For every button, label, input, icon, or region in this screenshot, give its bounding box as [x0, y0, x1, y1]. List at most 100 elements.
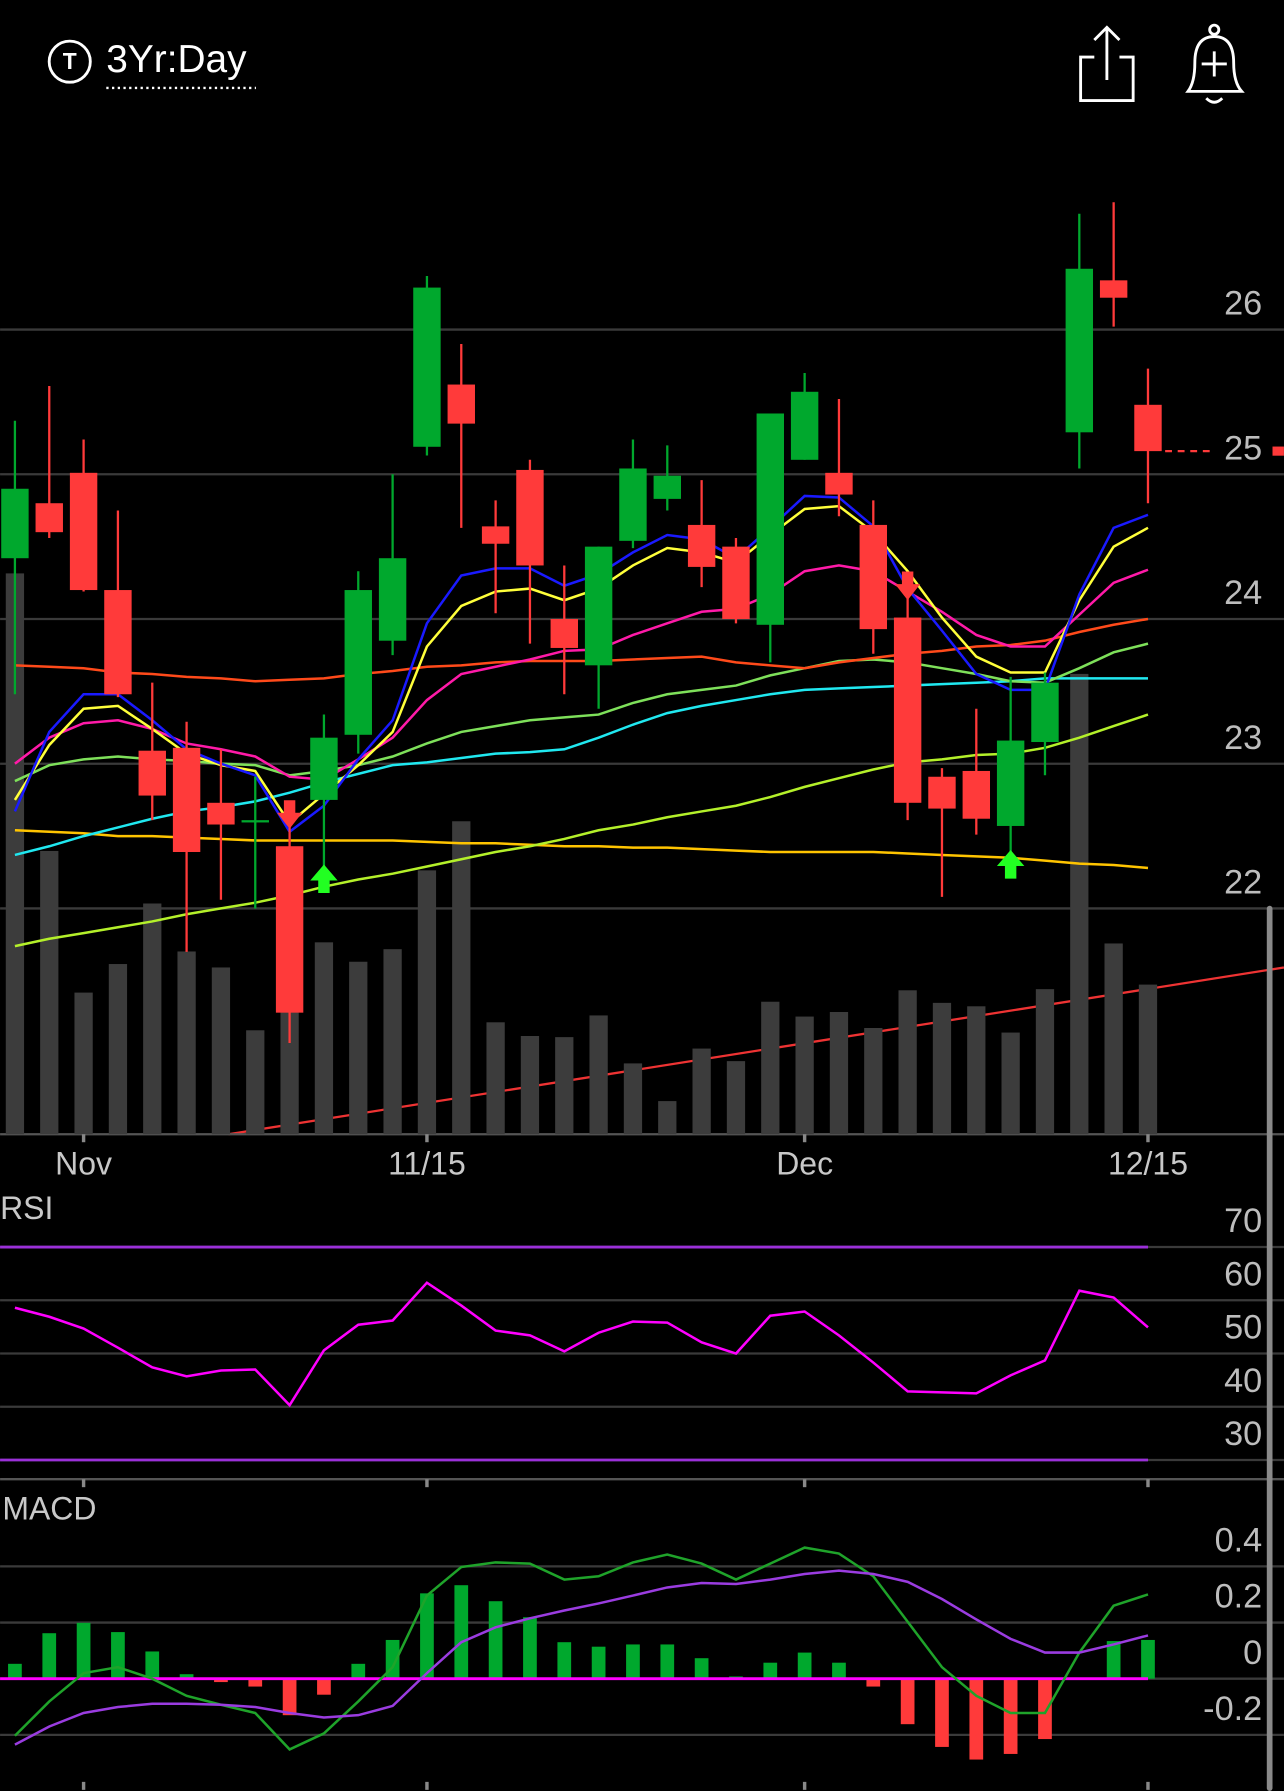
- candle-body: [859, 524, 888, 630]
- volume-bar: [555, 1037, 574, 1135]
- rsi-title: RSI: [0, 1190, 53, 1226]
- candle-body: [172, 747, 201, 853]
- y-tick-label: 60: [1224, 1255, 1262, 1293]
- y-tick-label: 22: [1224, 864, 1262, 902]
- x-tick-label: Dec: [776, 1146, 833, 1182]
- y-tick-label: 30: [1224, 1415, 1262, 1453]
- volume-bar: [108, 964, 128, 1135]
- moving-average: [14, 564, 1149, 781]
- candle-body: [825, 472, 853, 495]
- candle-body: [69, 472, 98, 591]
- candle-body: [1, 488, 29, 559]
- macd-histogram-bar: [76, 1622, 91, 1679]
- signal-arrow-down: [277, 800, 303, 829]
- volume-bar: [1001, 1032, 1020, 1135]
- candle-body: [653, 475, 681, 499]
- candle-body: [516, 469, 544, 566]
- candle-body: [481, 526, 510, 544]
- candle-body: [413, 287, 441, 447]
- macd-histogram-bar: [8, 1663, 22, 1679]
- volume-bar: [177, 951, 196, 1135]
- candle-body: [35, 503, 63, 533]
- macd-histogram-bar: [832, 1662, 846, 1679]
- volume-bar: [143, 903, 162, 1135]
- bell-clapper: [1205, 97, 1224, 104]
- moving-average: [14, 829, 1149, 870]
- volume-bar: [280, 1008, 299, 1135]
- volume-bar: [1104, 943, 1123, 1135]
- volume-bar: [246, 1030, 265, 1135]
- volume-bar: [417, 870, 437, 1135]
- x-tick-label: 11/15: [388, 1146, 466, 1182]
- candle-body: [790, 391, 819, 460]
- macd-histogram-bar: [626, 1644, 640, 1679]
- candle-body: [893, 617, 922, 803]
- moving-average: [14, 617, 1149, 683]
- volume-bar: [1138, 984, 1158, 1135]
- macd-histogram-bar: [591, 1646, 606, 1679]
- bell-plus: [1201, 51, 1227, 77]
- candle-body: [310, 737, 338, 800]
- candle-body: [138, 750, 166, 796]
- macd-histogram-bar: [145, 1651, 160, 1679]
- volume-bar: [486, 1022, 505, 1135]
- timeframe[interactable]: 3Yr:Day: [106, 38, 247, 81]
- volume-bar: [520, 1035, 540, 1135]
- y-tick-label: -0.2: [1203, 1690, 1262, 1728]
- macd-line: [14, 1546, 1149, 1751]
- macd-histogram-bar: [42, 1633, 57, 1679]
- signal-arrow-up: [996, 850, 1025, 879]
- candle-body: [722, 546, 750, 620]
- candle-body: [996, 740, 1025, 826]
- macd-histogram-bar: [660, 1644, 675, 1679]
- candle-body: [275, 846, 304, 1013]
- alert-button[interactable]: [1185, 23, 1245, 104]
- y-tick-label: 50: [1224, 1309, 1262, 1347]
- symbol-icon: T: [63, 48, 77, 74]
- bell-body: [1185, 35, 1245, 93]
- volume-bar: [726, 1061, 746, 1135]
- volume-bar: [452, 821, 471, 1135]
- symbol-button[interactable]: T: [47, 39, 92, 84]
- macd-histogram-bar: [797, 1652, 812, 1679]
- volume-bar: [795, 1016, 814, 1135]
- volume-bar: [864, 1027, 883, 1135]
- macd-histogram-bar: [317, 1678, 331, 1695]
- x-tick-label: Nov: [55, 1146, 112, 1182]
- candle-body: [1065, 268, 1094, 433]
- signal-arrow-up: [310, 864, 338, 894]
- candle-body: [550, 619, 578, 648]
- macd-histogram-bar: [935, 1678, 949, 1747]
- macd-histogram-bar: [179, 1674, 194, 1679]
- macd-histogram-bar: [420, 1593, 434, 1679]
- candle-body: [619, 468, 647, 541]
- macd-histogram-bar: [557, 1642, 572, 1679]
- macd-histogram-bar: [866, 1678, 881, 1687]
- macd-histogram-bar: [900, 1678, 915, 1725]
- macd-histogram-bar: [763, 1662, 778, 1679]
- volume-bar: [383, 949, 402, 1135]
- candle-body: [1099, 280, 1128, 298]
- candle-body: [241, 820, 269, 823]
- macd-histogram-bar: [488, 1601, 503, 1679]
- scrollbar[interactable]: [1266, 905, 1273, 1791]
- y-tick-label: 23: [1224, 719, 1262, 757]
- macd-histogram-bar: [1106, 1641, 1121, 1679]
- y-tick-label: 70: [1224, 1202, 1262, 1240]
- candle-body: [207, 802, 235, 825]
- volume-bar: [40, 850, 59, 1135]
- volume-bar: [211, 967, 231, 1135]
- volume-bar: [932, 1002, 952, 1135]
- candle-body: [104, 590, 132, 695]
- share-button[interactable]: [1079, 25, 1135, 102]
- macd-histogram-bar: [248, 1678, 263, 1687]
- y-tick-label: 26: [1224, 285, 1262, 323]
- moving-average: [14, 713, 1149, 948]
- share-box: [1079, 55, 1135, 102]
- volume-bar: [898, 990, 917, 1135]
- candle-body: [1031, 682, 1059, 743]
- candle-body: [756, 413, 785, 625]
- candle-body: [344, 590, 372, 735]
